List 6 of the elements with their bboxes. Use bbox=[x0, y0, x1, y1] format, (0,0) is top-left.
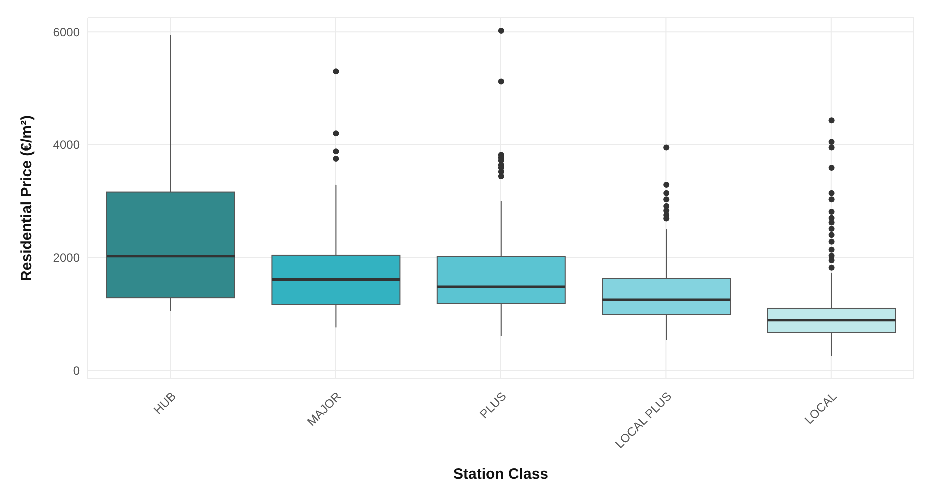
y-tick-label: 4000 bbox=[53, 138, 80, 152]
y-axis-title: Residential Price (€/m²) bbox=[18, 116, 36, 282]
x-axis-title: Station Class bbox=[453, 466, 549, 483]
y-tick-label: 6000 bbox=[53, 25, 80, 40]
y-tick-label: 0 bbox=[73, 364, 80, 378]
y-tick-label: 2000 bbox=[53, 250, 80, 265]
